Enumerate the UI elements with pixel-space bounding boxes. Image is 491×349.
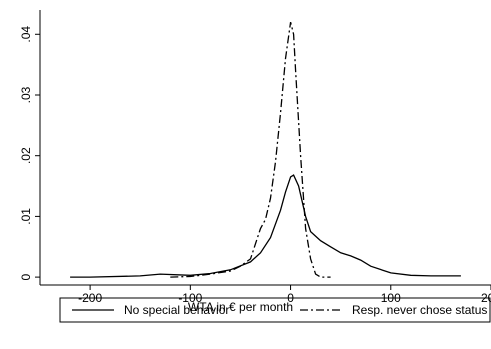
y-tick-label: .04 xyxy=(19,26,33,43)
x-tick-label: 0 xyxy=(287,291,294,305)
y-tick-label: .03 xyxy=(19,86,33,103)
y-tick-label: .02 xyxy=(19,147,33,164)
x-tick-label: 200 xyxy=(481,291,491,305)
x-tick-label: -200 xyxy=(78,291,102,305)
x-axis-label: WTA in € per month xyxy=(188,300,293,314)
series-line xyxy=(170,21,331,278)
legend-label: No special behavior xyxy=(124,303,229,317)
x-tick-label: 100 xyxy=(381,291,401,305)
legend-box xyxy=(59,297,491,323)
series-line xyxy=(70,174,461,278)
y-tick-label: 0 xyxy=(19,273,33,280)
x-tick-label: -100 xyxy=(178,291,202,305)
legend-label: Resp. never chose status quo xyxy=(352,303,491,317)
y-tick-label: .01 xyxy=(19,208,33,225)
